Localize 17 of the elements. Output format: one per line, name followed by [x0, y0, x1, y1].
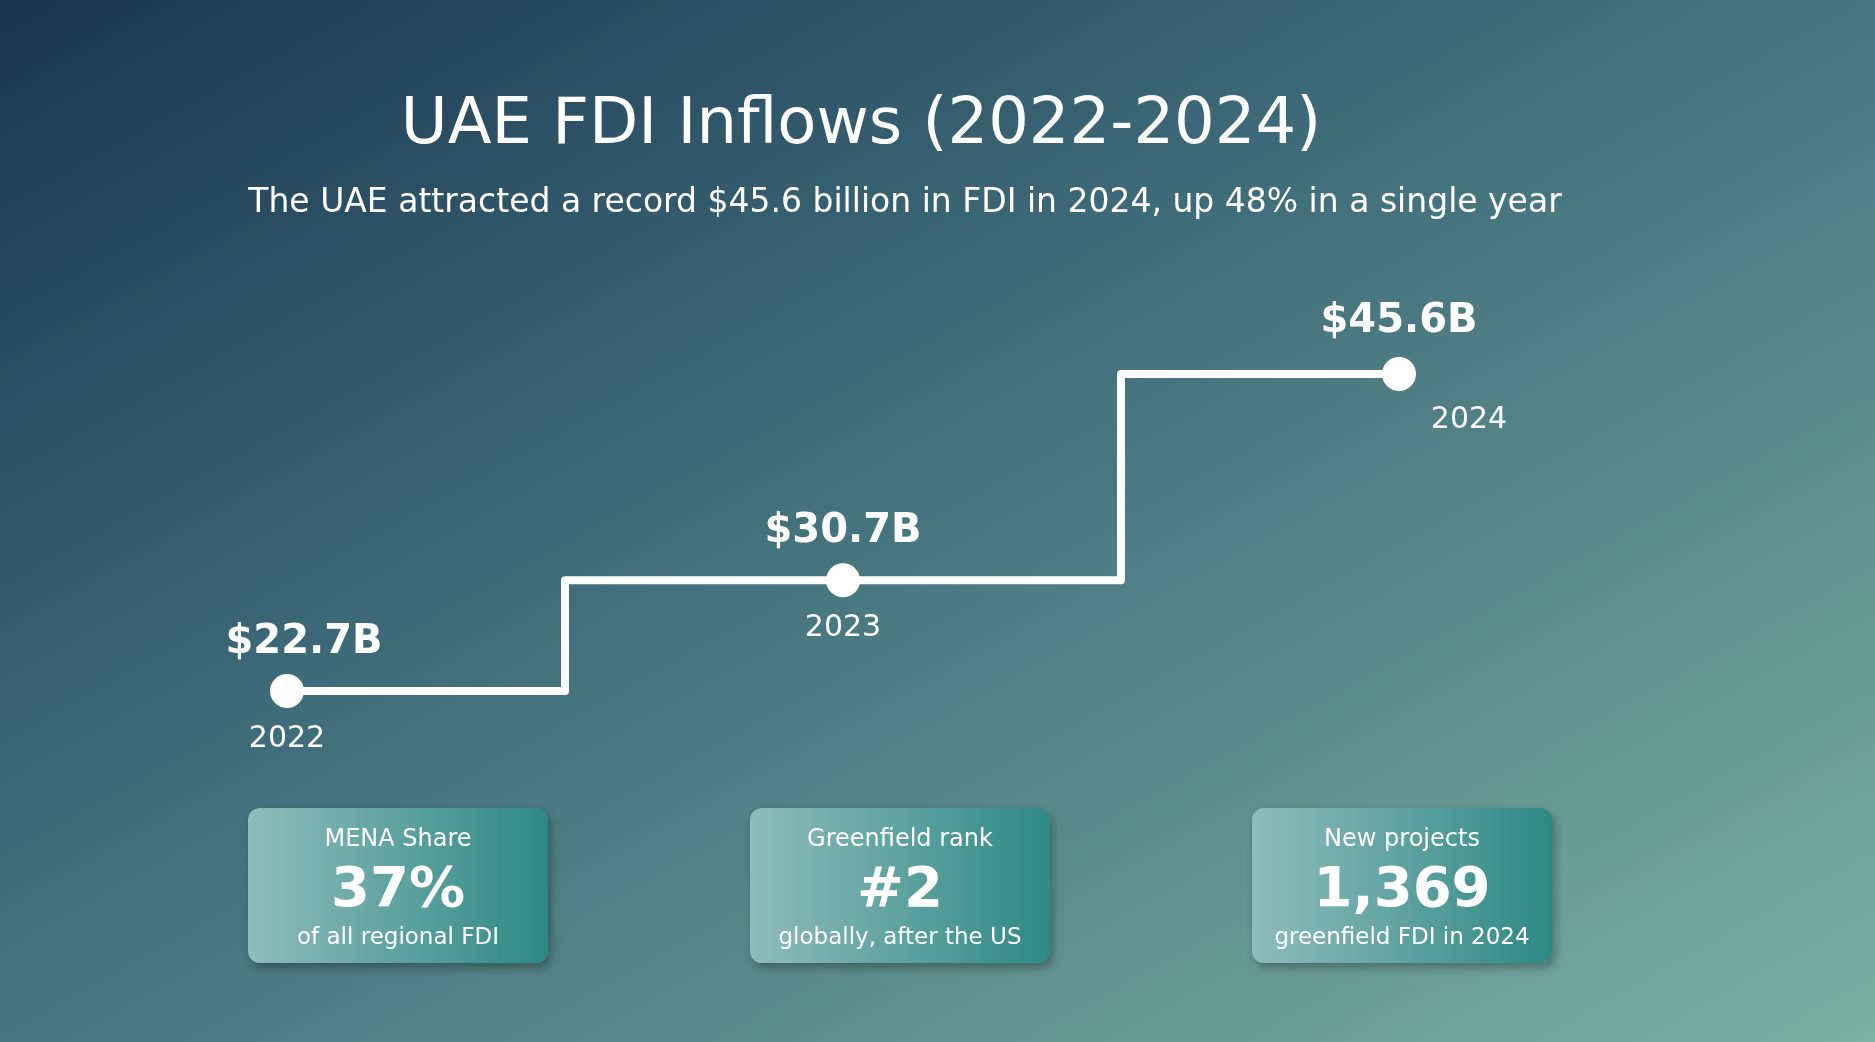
data-label: $22.7B	[225, 616, 383, 662]
text: #2	[857, 854, 943, 919]
text: 37%	[330, 854, 466, 919]
chart-subtitle: The UAE attracted a record $45.6 billion in FDI in 2024, up 48% in a single year	[247, 181, 1563, 220]
text: 1,369	[1313, 854, 1491, 919]
text: Greenfield rank	[807, 824, 993, 852]
x-tick-label: 2024	[1430, 400, 1508, 435]
data-label: $45.6B	[1320, 295, 1478, 341]
text: MENA Share	[324, 824, 472, 852]
text: New projects	[1324, 824, 1480, 852]
text: of all regional FDI	[297, 923, 499, 949]
x-tick-label: 2023	[804, 608, 882, 644]
data-label: $30.7B	[764, 505, 922, 552]
x-tick-label: 2022	[248, 719, 326, 754]
text: globally, after the US	[778, 923, 1022, 949]
text: greenfield FDI in 2024	[1274, 923, 1530, 949]
chart-title: UAE FDI Inflows (2022-2024)	[400, 84, 1322, 158]
